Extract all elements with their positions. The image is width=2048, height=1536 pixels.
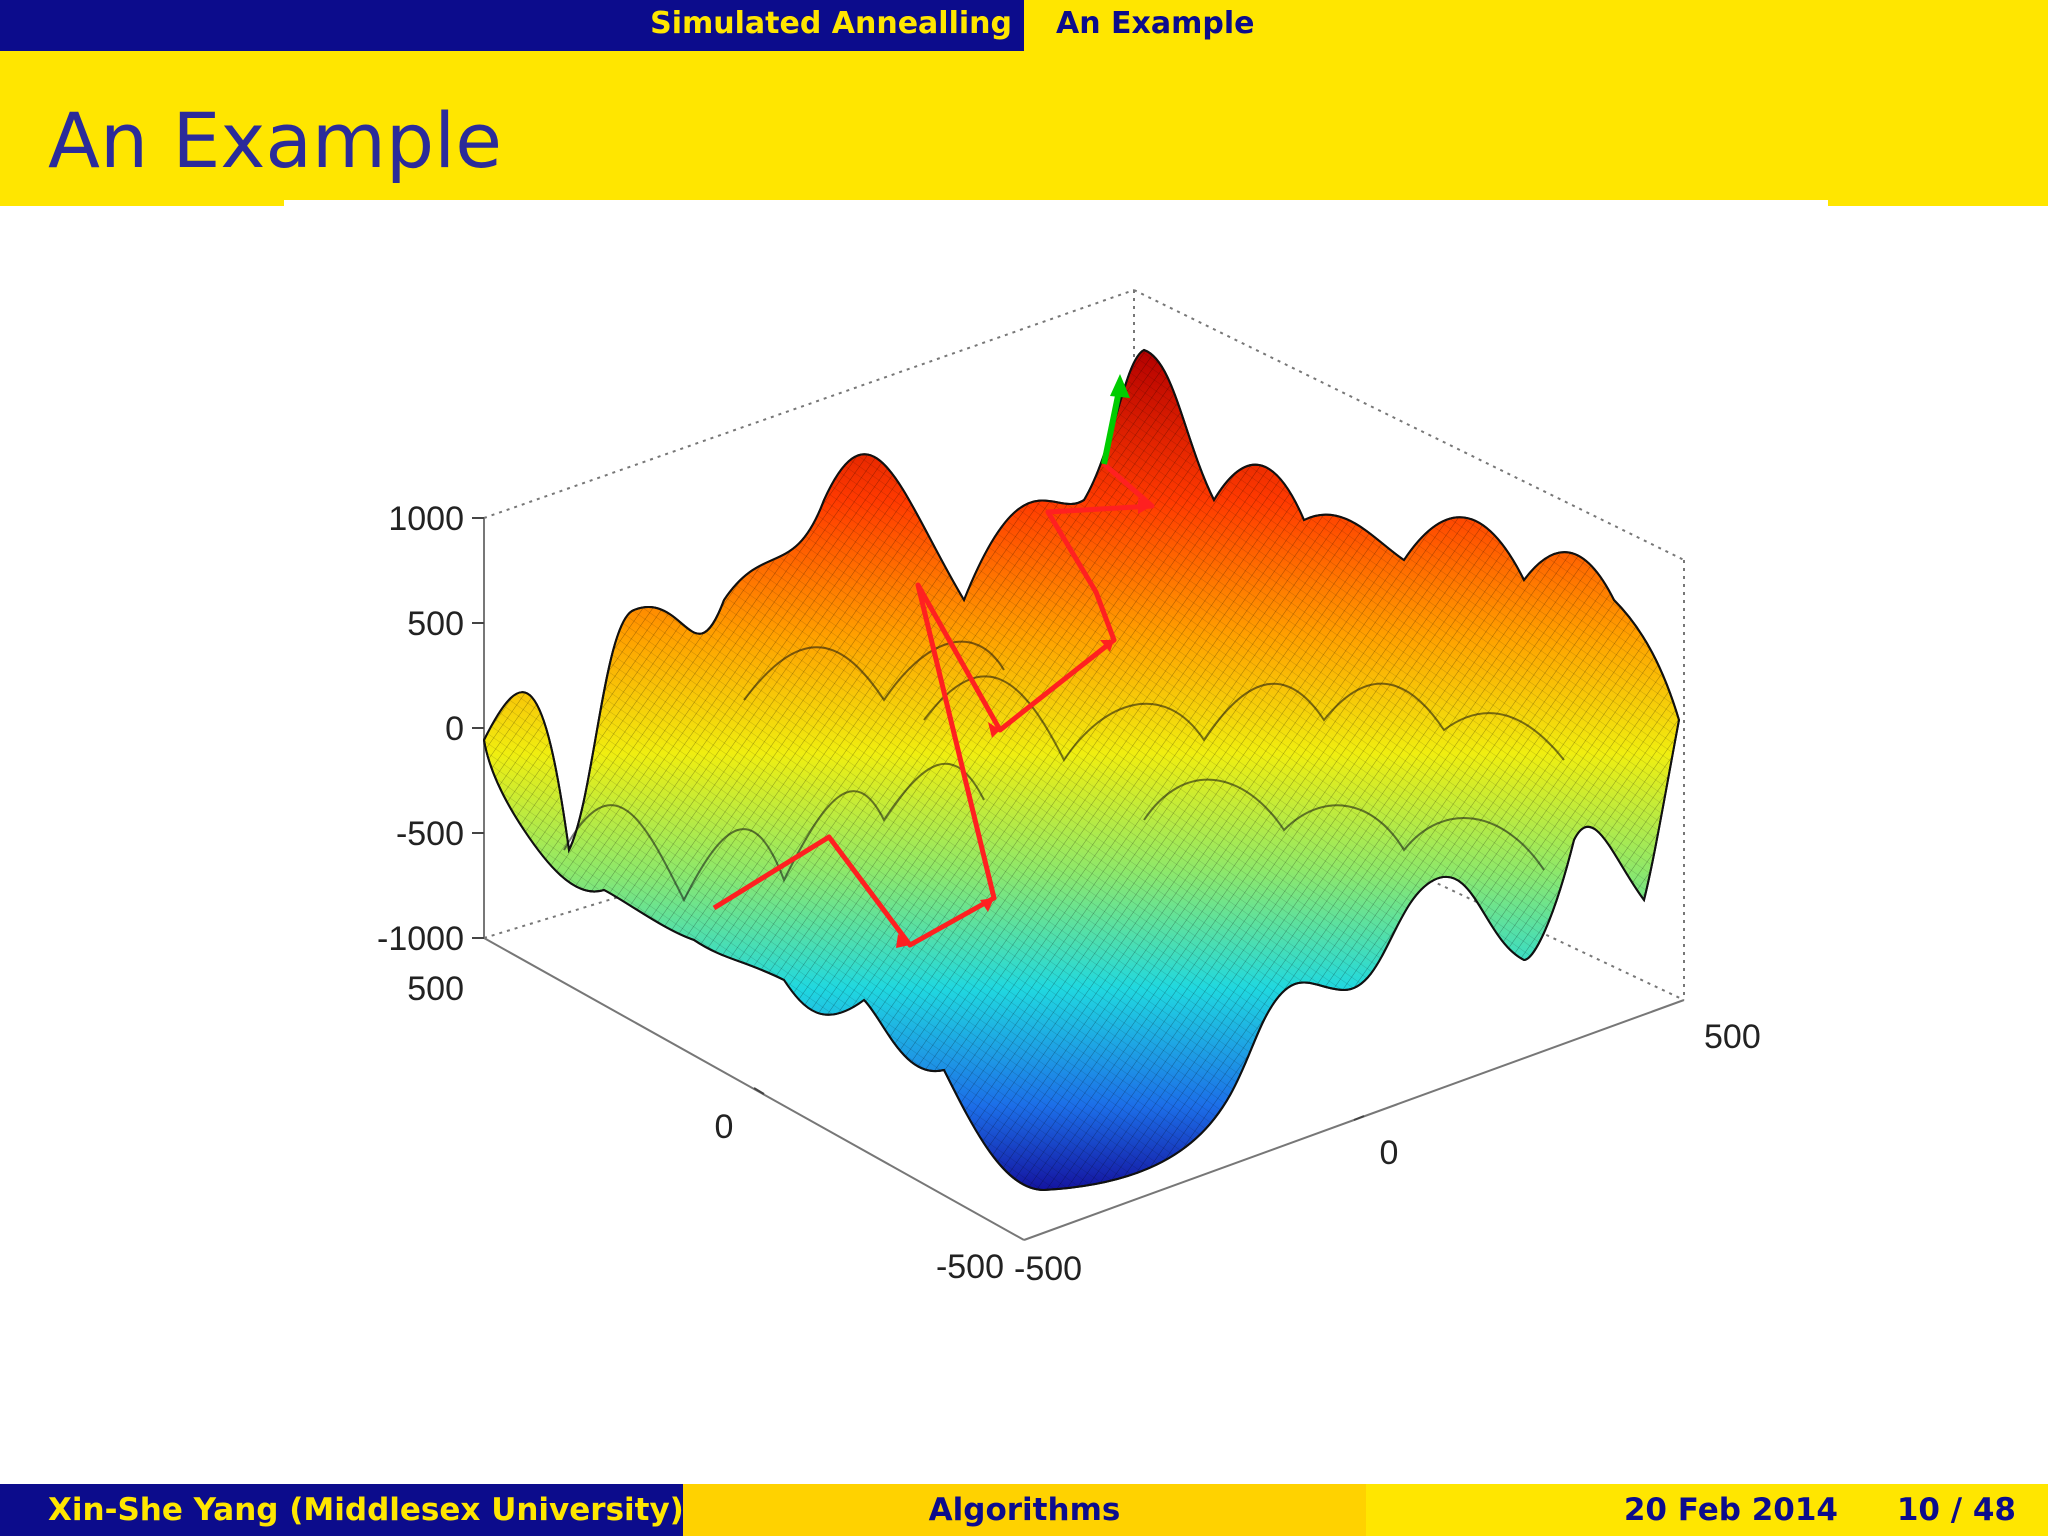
x-tick-label: -500 (1014, 1250, 1082, 1288)
nav-right-panel (1024, 0, 2048, 51)
y-axis-ticks: 500 0 -500 (407, 970, 1004, 1286)
footer-date-panel: 20 Feb 2014 10 / 48 (1366, 1484, 2048, 1536)
annealing-path (712, 462, 1155, 948)
final-step-arrow (1101, 374, 1130, 465)
ridge-lines (563, 640, 1565, 903)
page-number: 10 / 48 (1896, 1492, 2016, 1528)
z-tick-label: 0 (445, 710, 464, 748)
x-tick-label: 0 (1380, 1134, 1399, 1172)
x-axis-ticks: -500 0 500 (1014, 1018, 1761, 1288)
section-navigation-bar: Simulated Annealling An Example (0, 0, 2048, 51)
title-bar: An Example (0, 51, 2048, 206)
footer-title-panel: Algorithms (683, 1484, 1366, 1536)
z-tick-label: 500 (407, 605, 464, 643)
z-tick-label: -1000 (377, 920, 464, 958)
nav-section-an-example[interactable]: An Example (1056, 6, 1255, 41)
footer-author-panel: Xin-She Yang (Middlesex University) (0, 1484, 684, 1536)
y-tick-label: 500 (407, 970, 464, 1008)
z-tick-label: -500 (396, 815, 464, 853)
surface-plot: 1000 500 0 -500 -1000 500 0 -500 -500 0 … (377, 289, 1761, 1288)
y-tick-label: -500 (936, 1248, 1004, 1286)
footer-title: Algorithms (928, 1492, 1121, 1528)
nav-section-simulated-annealing[interactable]: Simulated Annealling (650, 6, 1012, 41)
x-tick-label: 500 (1704, 1018, 1761, 1056)
footer-author: Xin-She Yang (Middlesex University) (48, 1492, 684, 1528)
z-tick-label: 1000 (388, 500, 464, 538)
footer-date: 20 Feb 2014 (1623, 1492, 1838, 1528)
footer-bar: Xin-She Yang (Middlesex University) Algo… (0, 1484, 2048, 1536)
y-tick-label: 0 (715, 1108, 734, 1146)
z-axis-ticks: 1000 500 0 -500 -1000 (377, 500, 484, 958)
slide-title: An Example (48, 96, 503, 185)
nav-left-panel (0, 0, 1024, 51)
surface-plot-figure: 1000 500 0 -500 -1000 500 0 -500 -500 0 … (284, 200, 1828, 1320)
surface-mesh (482, 348, 1681, 1192)
